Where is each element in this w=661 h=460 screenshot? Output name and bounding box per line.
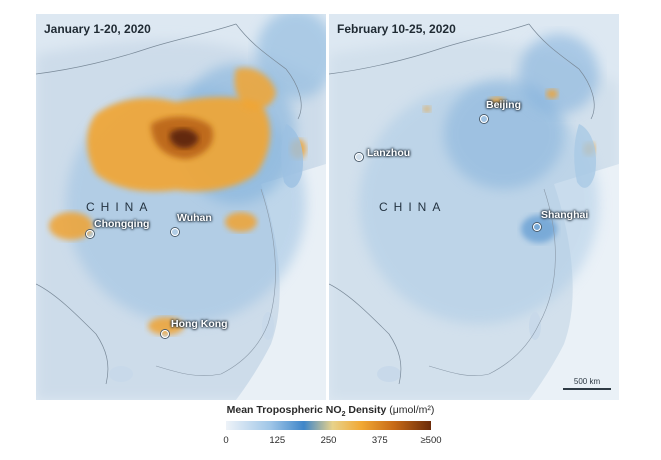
city-marker-icon (480, 115, 488, 123)
map-panel-february: February 10-25, 2020 CHINA Lanzhou Beiji… (329, 14, 619, 400)
city-shanghai: Shanghai (533, 209, 588, 231)
color-legend: Mean Tropospheric NO2 Density (μmol/m²) … (0, 404, 661, 460)
country-label-china: CHINA (86, 200, 154, 214)
city-marker-icon (533, 223, 541, 231)
city-label-wuhan: Wuhan (177, 212, 212, 224)
no2-map-january (36, 14, 326, 400)
panel-title-january: January 1-20, 2020 (44, 22, 151, 36)
city-marker-icon (86, 230, 94, 238)
legend-ticks: 0 125 250 375 ≥500 (223, 435, 441, 449)
legend-title-rest: Density (345, 404, 387, 416)
city-marker-icon (355, 153, 363, 161)
legend-tick-label: 375 (371, 435, 388, 446)
city-chongqing: Chongqing (86, 218, 149, 238)
city-label-chongqing: Chongqing (94, 218, 150, 230)
legend-tick-label: 125 (269, 435, 286, 446)
city-label-shanghai: Shanghai (541, 209, 589, 221)
map-panel-january: January 1-20, 2020 CHINA Chongqing Wuhan… (36, 14, 326, 400)
city-wuhan: Wuhan (171, 212, 212, 236)
legend-tick-label: ≥500 (420, 435, 442, 446)
city-beijing: Beijing (480, 99, 521, 123)
legend-title-subscript: 2 (341, 411, 346, 419)
city-label-hong-kong: Hong Kong (171, 318, 228, 330)
scale-bar: 500 km (563, 377, 611, 390)
legend-title: Mean Tropospheric NO2 Density (μmol/m²) (0, 404, 661, 418)
panel-title-february: February 10-25, 2020 (337, 22, 456, 36)
scale-bar-line (563, 388, 611, 390)
city-lanzhou: Lanzhou (355, 147, 410, 161)
country-label-china: CHINA (379, 200, 447, 214)
city-label-lanzhou: Lanzhou (367, 147, 411, 159)
legend-tick-label: 250 (320, 435, 337, 446)
city-label-beijing: Beijing (486, 99, 522, 111)
city-marker-icon (171, 228, 179, 236)
city-hong-kong: Hong Kong (161, 318, 228, 338)
city-marker-icon (161, 330, 169, 338)
legend-color-bar (226, 421, 431, 430)
legend-unit: (μmol/m²) (389, 404, 435, 416)
scale-bar-label: 500 km (573, 377, 601, 386)
legend-title-main: Mean Tropospheric NO (226, 404, 342, 416)
legend-tick-label: 0 (223, 435, 229, 446)
no2-map-february (329, 14, 619, 400)
